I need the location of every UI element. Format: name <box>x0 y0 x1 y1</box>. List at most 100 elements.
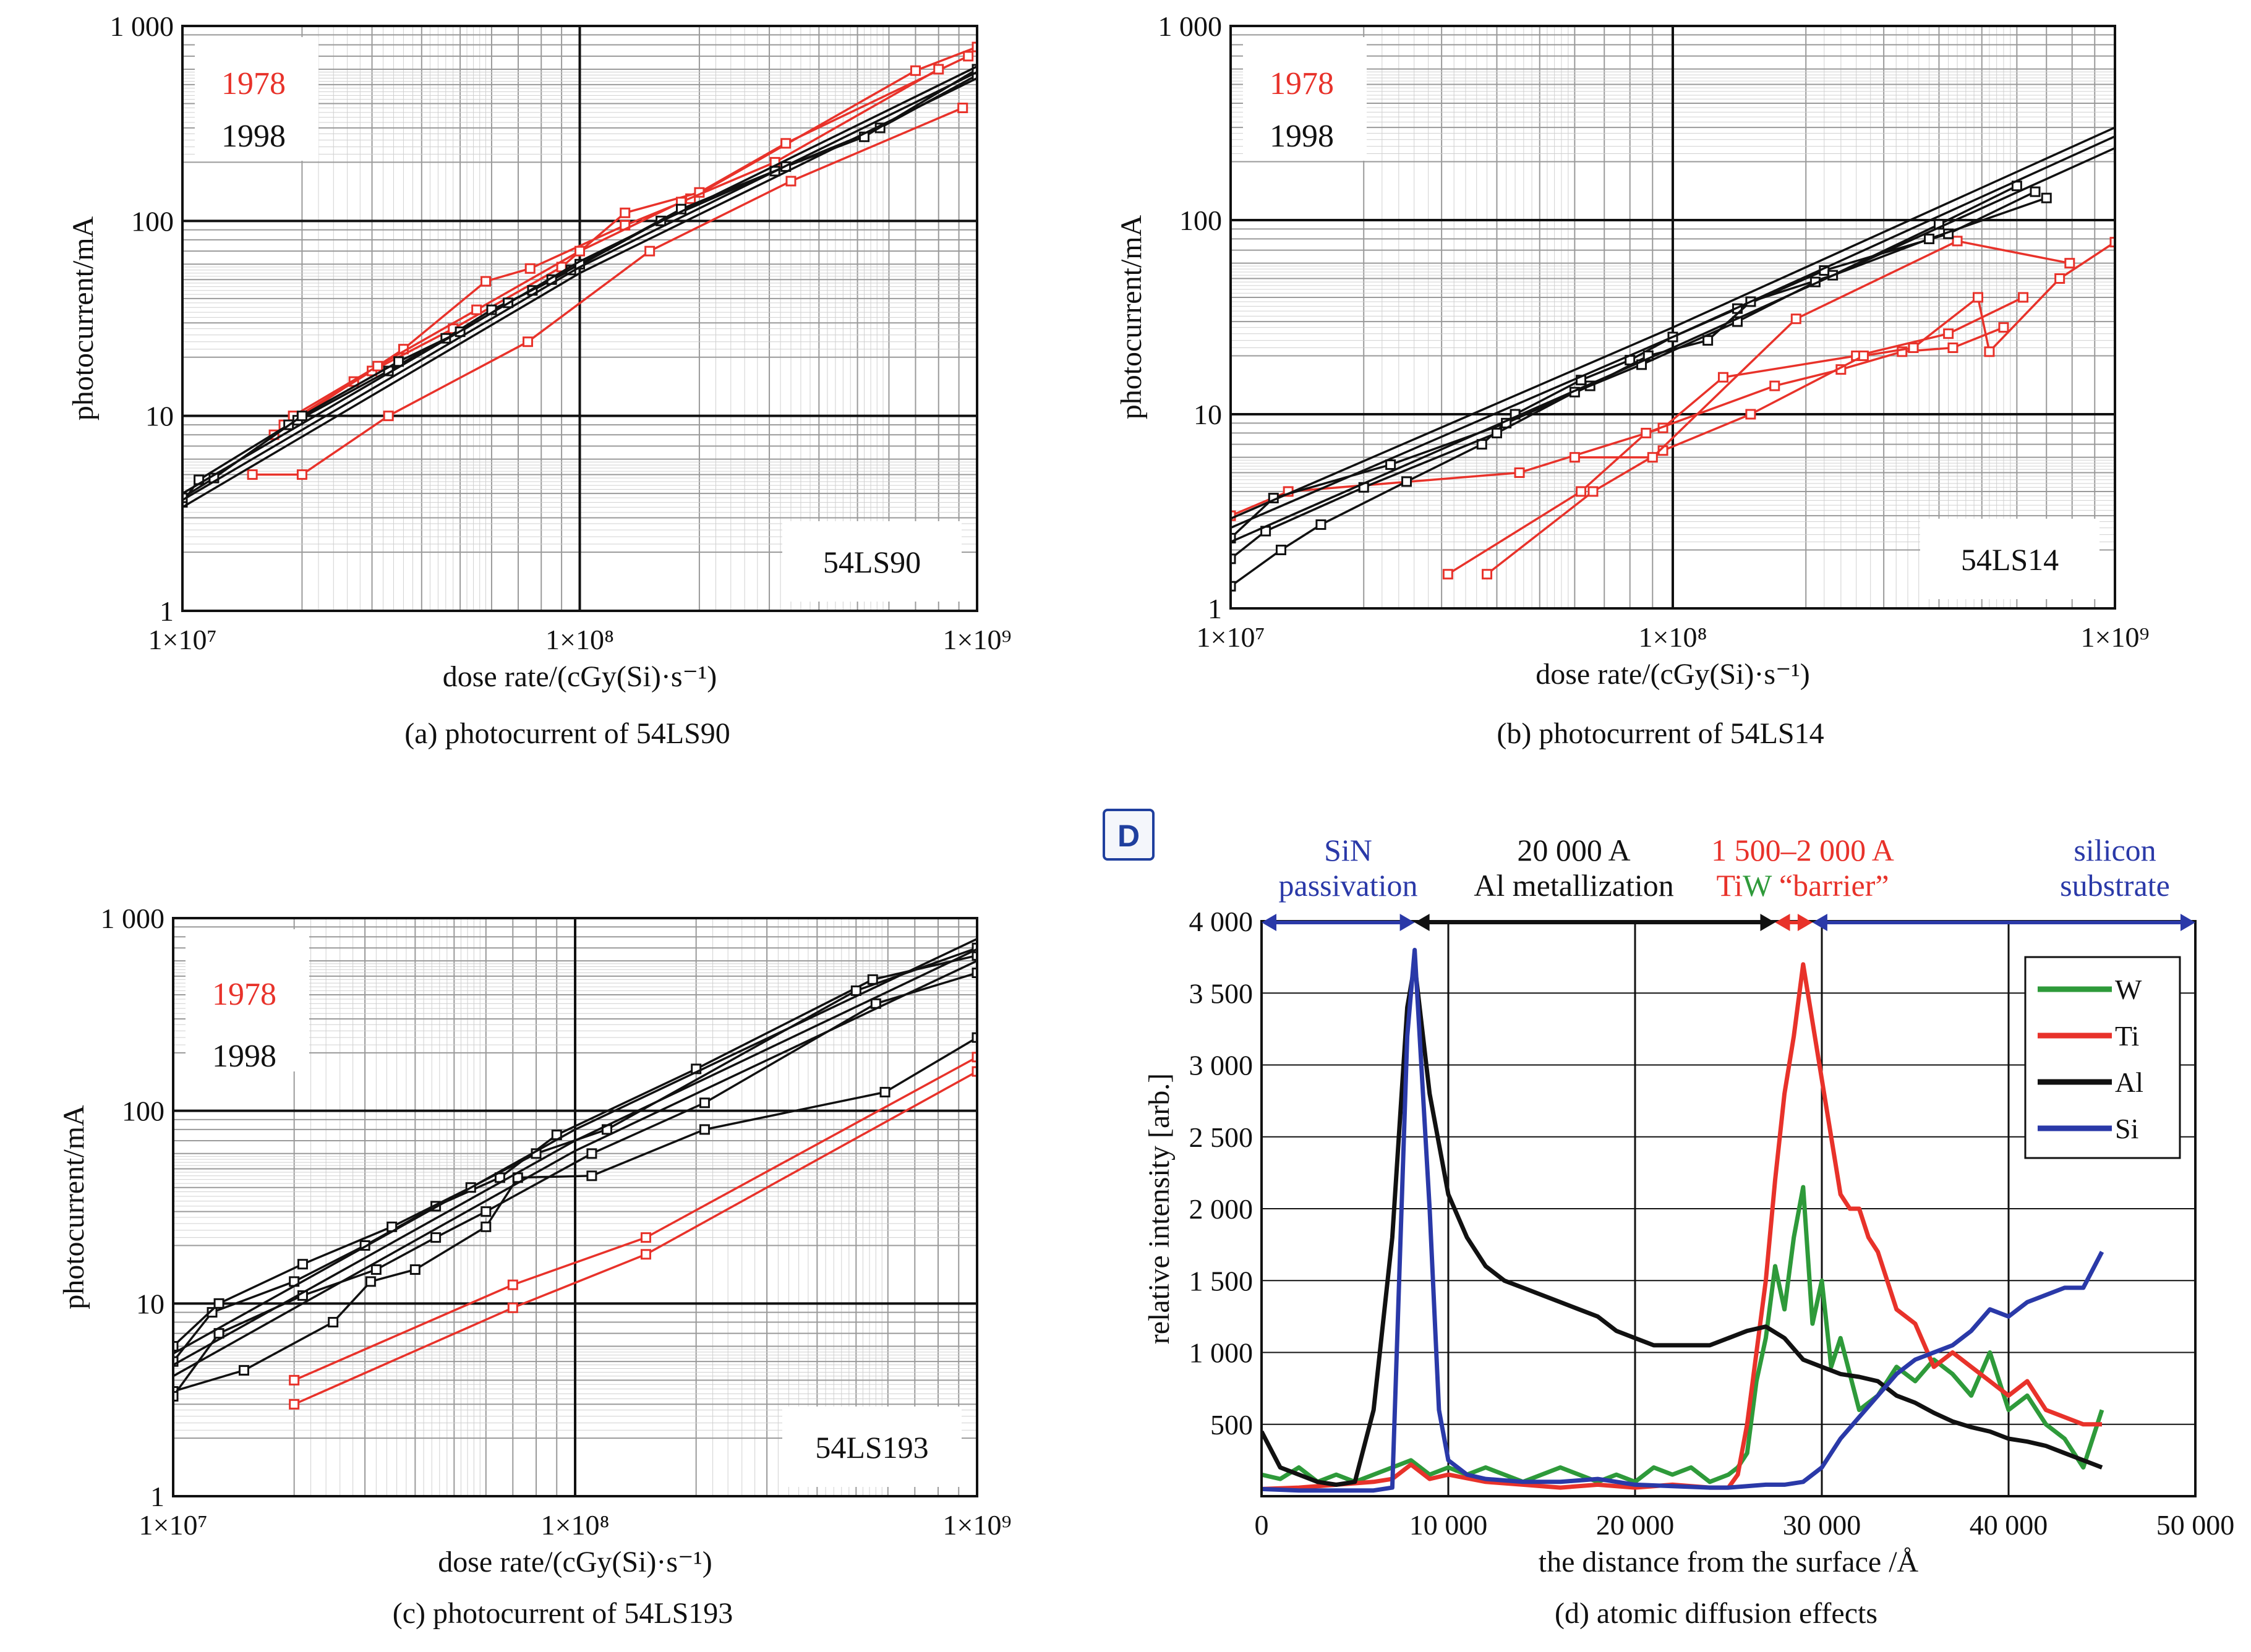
data-point <box>173 1340 179 1352</box>
series-1978-3 <box>1569 236 2075 463</box>
data-point <box>972 1052 977 1063</box>
barrier-label-part: Ti <box>1716 868 1743 903</box>
x-tick-label: 1×10⁷ <box>139 1509 208 1541</box>
series-1978-1 <box>1442 322 2009 580</box>
series-line <box>1262 962 2102 1491</box>
y-tick-label: 1 000 <box>1158 11 1223 42</box>
data-point <box>507 1279 518 1290</box>
series-1998-7 <box>1231 135 2115 529</box>
x-tick-label: 1×10⁹ <box>943 624 1012 655</box>
y-tick-label: 1 <box>150 1481 164 1512</box>
x-tick-label: 1×10⁹ <box>2081 621 2150 653</box>
series-line <box>173 960 977 1377</box>
series-line <box>252 106 963 476</box>
legend-box <box>186 929 309 1071</box>
data-point <box>1943 328 1954 339</box>
data-point <box>699 1097 710 1109</box>
data-point <box>1984 346 1995 357</box>
data-point <box>1908 342 1919 353</box>
legend-label-Si: Si <box>2115 1113 2138 1144</box>
data-point <box>328 1317 339 1328</box>
data-point <box>910 65 921 76</box>
region-arrow-1 <box>1414 914 1775 931</box>
device-label: 54LS90 <box>782 521 962 602</box>
y-tick-label: 100 <box>131 205 174 237</box>
arrow-head-left <box>1812 914 1827 931</box>
arrow-head-left <box>1775 914 1790 931</box>
x-axis-label: dose rate/(cGy(Si)·s⁻¹) <box>1536 658 1810 691</box>
data-point <box>963 51 974 62</box>
data-point <box>1569 452 1580 463</box>
y-tick-label: 3 500 <box>1189 977 1254 1009</box>
data-point <box>1790 313 1801 325</box>
series-line <box>1231 126 2115 520</box>
data-point <box>1231 532 1236 543</box>
region-label: SiN <box>1324 833 1372 867</box>
badge-letter: D <box>1117 819 1140 853</box>
plot-frame <box>172 917 978 1497</box>
data-point <box>524 263 536 274</box>
y-axis-label: photocurrent/mA <box>58 1105 90 1309</box>
chart-b: 1×10⁷ 1×10⁸ 1×10⁹ 1 10 100 1 000 dose rate/(cGy… <box>1115 11 2149 750</box>
legend-year-1978: 1978 <box>221 66 286 101</box>
data-point <box>586 1148 597 1159</box>
data-point <box>1482 569 1493 580</box>
series-1998-8 <box>1231 147 2115 543</box>
data-point <box>586 1170 597 1182</box>
x-tick-label: 1×10⁸ <box>545 624 614 655</box>
series-W-0 <box>1262 1185 2104 1484</box>
series-line <box>1231 147 2115 543</box>
y-tick-label: 4 000 <box>1189 906 1254 937</box>
series-Ti-1 <box>1262 962 2102 1491</box>
data-point <box>620 207 631 218</box>
data-point <box>1385 459 1396 470</box>
legend-label-W: W <box>2115 974 2142 1005</box>
device-label-text: 54LS193 <box>815 1430 928 1465</box>
year-legend: 1978 1998 <box>186 929 309 1074</box>
x-tick-label: 1×10⁷ <box>1197 621 1265 653</box>
series-line <box>283 55 969 426</box>
data-point <box>1924 233 1935 244</box>
barrier-label-part: “barrier” <box>1771 868 1889 903</box>
data-point <box>785 176 797 187</box>
chart-c: 1×10⁷ 1×10⁸ 1×10⁹ 1 10 100 1 000 dose rate/(cGy… <box>58 903 1011 1630</box>
legend-label-Al: Al <box>2115 1067 2143 1098</box>
device-label-box <box>782 521 962 602</box>
y-tick-label: 1 000 <box>1189 1337 1254 1369</box>
y-tick-label: 100 <box>1179 205 1222 236</box>
data-point <box>1491 427 1502 438</box>
legend-year-1998: 1998 <box>1270 119 1334 154</box>
y-tick-label: 1 <box>160 595 174 627</box>
data-point <box>780 138 792 149</box>
data-point <box>507 1302 518 1313</box>
y-axis-label: photocurrent/mA <box>1115 215 1148 419</box>
data-point <box>1717 372 1728 383</box>
data-point <box>173 1390 179 1402</box>
data-point <box>372 360 383 372</box>
legend-year-1998: 1998 <box>212 1039 276 1074</box>
series-1998-4 <box>1231 186 2041 592</box>
data-point <box>430 1232 442 1243</box>
chart-caption: (d) atomic diffusion effects <box>1555 1597 1877 1630</box>
arrow-head-left <box>1262 914 1276 931</box>
region-arrow-2 <box>1775 914 1813 931</box>
series-line <box>1231 135 2115 529</box>
series-line <box>1486 241 2115 576</box>
data-point <box>640 1232 651 1243</box>
series-1998-2 <box>173 1032 977 1397</box>
series-line <box>182 71 977 501</box>
data-point <box>1998 322 2009 333</box>
region-label: passivation <box>1279 868 1418 903</box>
data-point <box>481 1221 492 1232</box>
data-point <box>297 1259 308 1270</box>
data-point <box>296 411 307 422</box>
series-line <box>294 1056 977 1382</box>
year-legend: 1978 1998 <box>195 37 318 161</box>
series-line <box>173 971 977 1397</box>
y-tick-label: 500 <box>1210 1409 1253 1441</box>
data-point <box>393 356 404 367</box>
series-line <box>1231 197 2047 560</box>
series-1998-3 <box>173 968 977 1402</box>
series-line <box>293 1070 977 1405</box>
